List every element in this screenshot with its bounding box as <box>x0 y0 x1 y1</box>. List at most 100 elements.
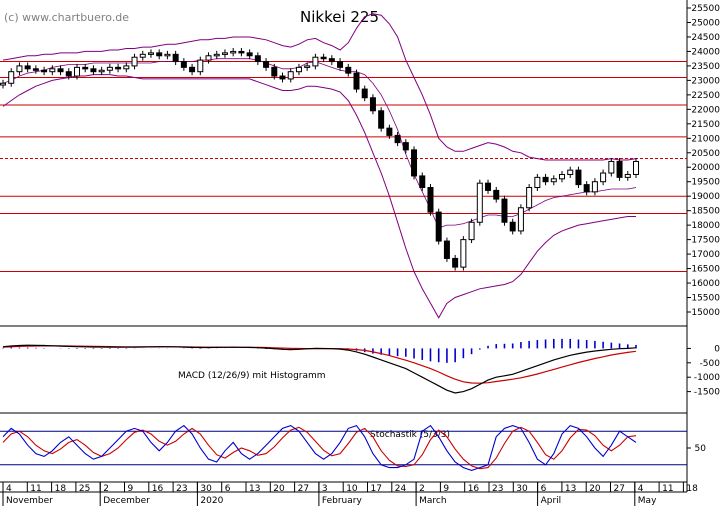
candle-body <box>583 184 590 193</box>
price-candles <box>0 47 639 271</box>
candle-body <box>534 176 541 189</box>
candle-body <box>139 53 146 58</box>
price-tick-label: 15000 <box>691 308 720 318</box>
candle-body <box>221 52 228 55</box>
month-label: February <box>322 496 363 506</box>
stochastic-k-line <box>2 424 637 471</box>
support-resistance-levels <box>0 61 687 272</box>
week-tick-label: 16 <box>468 484 480 494</box>
month-label: December <box>103 496 150 506</box>
candle-body <box>0 82 6 86</box>
candle-body <box>32 68 39 71</box>
macd-panel: -1500 -1000 -500 0 <box>2 338 721 398</box>
candle-body <box>460 239 467 268</box>
week-tick-label: 30 <box>516 484 528 494</box>
price-tick-label: 22000 <box>691 105 720 115</box>
week-tick-label: 2 <box>419 484 425 494</box>
candle-body <box>246 52 253 57</box>
price-tick-label: 16500 <box>691 265 720 275</box>
candle-body <box>254 55 261 63</box>
bollinger-bands <box>2 13 637 319</box>
price-tick-label: 23500 <box>691 62 720 72</box>
bollinger-upper-line <box>2 13 637 161</box>
week-tick-label: 17 <box>371 484 382 494</box>
candle-body <box>378 110 385 129</box>
macd-line <box>2 344 637 394</box>
candle-body <box>394 134 401 144</box>
week-tick-label: 30 <box>200 484 212 494</box>
candle-body <box>411 149 418 177</box>
month-label: November <box>6 496 53 506</box>
candle-body <box>526 187 533 209</box>
price-tick-label: 24000 <box>691 47 720 57</box>
candle-body <box>263 61 270 68</box>
candle-body <box>624 173 631 178</box>
week-tick-label: 16 <box>152 484 164 494</box>
watermark: (c) www.chartbuero.de <box>4 11 129 24</box>
candle-body <box>476 182 483 223</box>
candle-body <box>98 69 105 73</box>
candle-body <box>501 198 508 223</box>
week-tick-label: 9 <box>128 484 134 494</box>
price-tick-label: 18000 <box>691 221 720 231</box>
macd-tick-label: -500 <box>700 359 721 369</box>
candle-body <box>131 56 138 67</box>
candle-body <box>147 52 154 55</box>
candle-body <box>493 189 500 200</box>
price-tick-label: 25000 <box>691 18 720 28</box>
week-tick-label: 11 <box>30 484 41 494</box>
candle-body <box>353 72 360 90</box>
week-tick-label: 25 <box>79 484 90 494</box>
chart-title: Nikkei 225 <box>300 8 379 26</box>
week-tick-label: 27 <box>614 484 625 494</box>
candle-body <box>115 66 122 70</box>
candle-body <box>238 50 245 54</box>
price-tick-label: 18500 <box>691 207 720 217</box>
week-tick-label: 20 <box>273 484 285 494</box>
candle-body <box>633 160 639 175</box>
candle-body <box>402 142 409 151</box>
time-axis: 4 11 18 25 2 9 16 23 30 6 13 20 27 3 10 17 24 2 9 16 23 30 6 13… <box>2 482 698 506</box>
stochastic-d-line <box>2 426 637 470</box>
candle-body <box>386 127 393 136</box>
candle-body <box>369 97 376 112</box>
candle-body <box>41 69 48 73</box>
price-tick-label: 20500 <box>691 149 720 159</box>
candle-body <box>279 75 286 80</box>
candle-body <box>361 88 368 99</box>
candle-body <box>57 68 64 73</box>
candle-body <box>24 65 31 70</box>
candle-body <box>485 182 492 191</box>
candle-body <box>567 169 574 175</box>
week-tick-label: 23 <box>492 484 503 494</box>
price-tick-label: 24500 <box>691 33 720 43</box>
candle-body <box>180 61 187 68</box>
month-label: 2020 <box>200 496 223 506</box>
bollinger-mid-line <box>2 58 637 229</box>
macd-label: MACD (12/26/9) mit Histogramm <box>178 371 326 381</box>
candle-body <box>509 221 516 232</box>
week-tick-label: 11 <box>662 484 673 494</box>
candle-body <box>616 160 623 178</box>
candle-body <box>435 211 442 242</box>
candle-body <box>608 160 615 174</box>
week-tick-label: 6 <box>541 484 547 494</box>
week-tick-label: 9 <box>443 484 449 494</box>
candle-body <box>542 176 549 183</box>
week-tick-label: 23 <box>176 484 187 494</box>
macd-tick-label: -1500 <box>694 388 720 398</box>
week-tick-label: 18 <box>55 484 67 494</box>
macd-tick-label: -1000 <box>694 373 720 383</box>
candle-body <box>427 187 434 213</box>
candle-body <box>82 66 89 70</box>
price-tick-label: 17000 <box>691 250 720 260</box>
candle-body <box>337 61 344 68</box>
candle-body <box>419 175 426 189</box>
candle-body <box>16 65 23 73</box>
week-tick-label: 6 <box>225 484 231 494</box>
week-tick-label: 4 <box>6 484 12 494</box>
price-tick-label: 21500 <box>691 120 720 130</box>
stochastic-label: Stochastik (5/3/3) <box>370 430 450 440</box>
